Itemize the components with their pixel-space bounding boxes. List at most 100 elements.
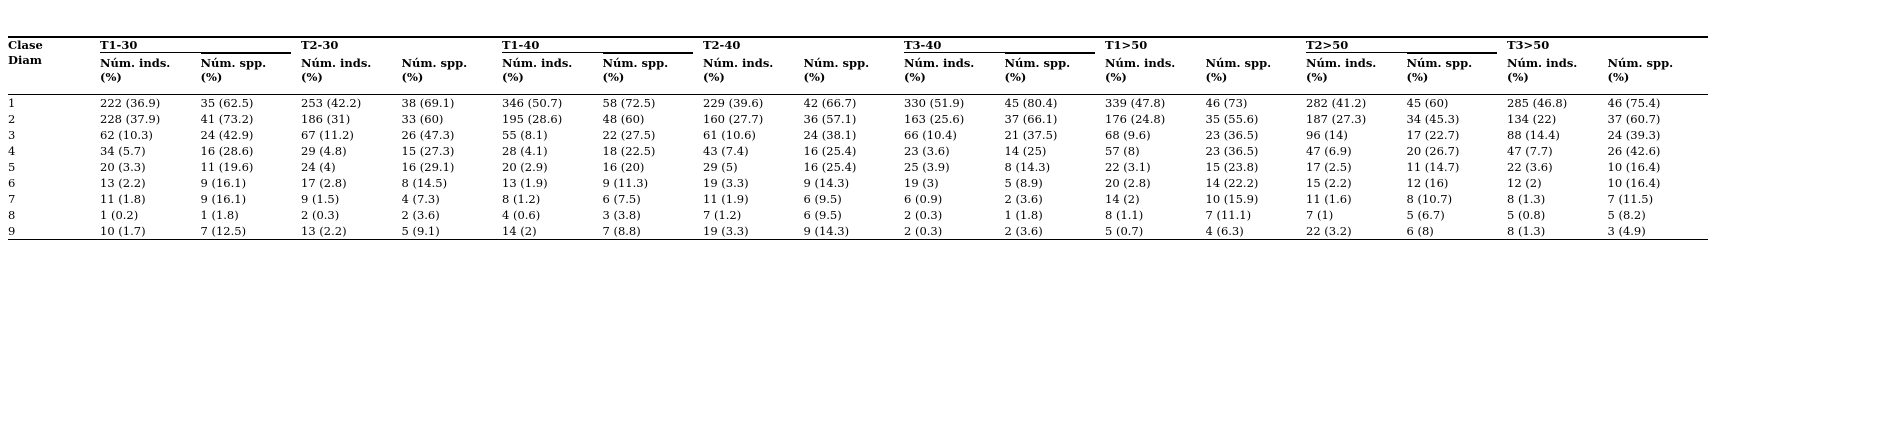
- table-cell: 22 (3.2): [1306, 223, 1407, 240]
- subheader-num-inds: Núm. inds. (%): [1306, 56, 1407, 95]
- table-cell: 5 (0.7): [1105, 223, 1206, 240]
- table-cell: 8 (1.1): [1105, 208, 1144, 222]
- table-cell: 2 (0.3): [301, 208, 340, 222]
- subheader-num-inds: Núm. inds. (%): [502, 56, 603, 95]
- subheader-num-inds: Núm. inds. (%): [1105, 56, 1206, 95]
- row-label: 5: [8, 160, 16, 174]
- subheader-num-spp: Núm. spp. (%): [200, 56, 301, 95]
- table-cell: 19 (3.3): [703, 176, 749, 190]
- table-cell: 26 (42.6): [1607, 144, 1661, 158]
- subheader-num-inds: Núm. inds. (%): [1507, 56, 1608, 95]
- subheader-num-spp: Núm. spp. (%): [602, 56, 703, 95]
- table-cell: 47 (7.7): [1507, 144, 1553, 158]
- subheader-num-inds: Núm. inds. (%): [904, 56, 1005, 95]
- table-cell: 22 (3.6): [1507, 160, 1553, 174]
- table-cell: 3 (4.9): [1607, 223, 1708, 240]
- table-cell: 13 (1.9): [502, 176, 548, 190]
- table-cell: 11 (1.9): [703, 192, 749, 206]
- table-cell: 195 (28.6): [502, 112, 563, 126]
- table-cell: 48 (60): [602, 112, 645, 126]
- row-label: 4: [8, 144, 16, 158]
- table-cell: 45 (60): [1406, 96, 1449, 110]
- table-cell: 20 (2.9): [502, 160, 548, 174]
- table-cell: 9 (14.3): [803, 223, 904, 240]
- table-cell: 8 (1.3): [1507, 192, 1546, 206]
- table-cell: 23 (36.5): [1205, 128, 1259, 142]
- table-cell: 6 (9.5): [803, 192, 842, 206]
- table-cell: 5 (9.1): [401, 223, 502, 240]
- table-cell: 25 (3.9): [904, 160, 950, 174]
- table-cell: 6 (9.5): [803, 208, 842, 222]
- table-row-clase-3: 3 62 (10.3) 24 (42.9) 67 (11.2) 26 (47.3) 55 …: [8, 127, 1708, 143]
- table-row-clase-1: 1 222 (36.9) 35 (62.5) 253 (42.2) 38 (69.1) 3…: [8, 95, 1708, 112]
- table-row-clase-9: 9 10 (1.7) 7 (12.5) 13 (2.2) 5 (9.1) 14 (2) 7 …: [8, 223, 1708, 240]
- table-cell: 24 (42.9): [200, 128, 254, 142]
- data-table: Clase Diam T1-30 T2-30 T1-40 T2-40 T3-40 T1>5…: [8, 36, 1708, 240]
- table-cell: 16 (20): [602, 160, 645, 174]
- table-cell: 24 (39.3): [1607, 128, 1661, 142]
- table-cell: 24 (38.1): [803, 128, 857, 142]
- table-cell: 7 (1.2): [703, 208, 742, 222]
- table-cell: 14 (25): [1004, 144, 1047, 158]
- table-cell: 5 (0.8): [1507, 208, 1546, 222]
- row-label: 6: [8, 176, 16, 190]
- table-cell: 20 (2.8): [1105, 176, 1151, 190]
- table-cell: 41 (73.2): [200, 112, 254, 126]
- table-cell: 1 (1.8): [200, 208, 239, 222]
- table-cell: 33 (60): [401, 112, 444, 126]
- table-cell: 14 (2): [502, 223, 603, 240]
- table-cell: 16 (28.6): [200, 144, 254, 158]
- table-cell: 28 (4.1): [502, 144, 548, 158]
- row-label: 7: [8, 192, 16, 206]
- subheader-num-spp: Núm. spp. (%): [1406, 56, 1507, 95]
- table-cell: 29 (4.8): [301, 144, 347, 158]
- table-cell: 5 (6.7): [1406, 208, 1445, 222]
- table-cell: 46 (73): [1205, 96, 1248, 110]
- table-cell: 12 (16): [1406, 176, 1449, 190]
- table-cell: 96 (14): [1306, 128, 1348, 142]
- table-cell: 57 (8): [1105, 144, 1140, 158]
- table-cell: 37 (60.7): [1607, 112, 1661, 126]
- table-cell: 67 (11.2): [301, 128, 354, 142]
- table-cell: 7 (1): [1306, 208, 1334, 222]
- table-cell: 37 (66.1): [1004, 112, 1058, 126]
- table-row-clase-4: 4 34 (5.7) 16 (28.6) 29 (4.8) 15 (27.3) 28 (4…: [8, 143, 1708, 159]
- subheader-num-spp: Núm. spp. (%): [1205, 56, 1306, 95]
- table-cell: 4 (0.6): [502, 208, 541, 222]
- table-cell: 46 (75.4): [1607, 96, 1661, 110]
- table-cell: 282 (41.2): [1306, 96, 1367, 110]
- subheader-num-spp: Núm. spp. (%): [1004, 56, 1105, 95]
- row-label: 1: [8, 96, 16, 110]
- table-cell: 9 (16.1): [200, 192, 247, 206]
- table-cell: 23 (36.5): [1205, 144, 1259, 158]
- table-cell: 8 (10.7): [1406, 192, 1453, 206]
- table-cell: 9 (11.3): [602, 176, 649, 190]
- table-cell: 58 (72.5): [602, 96, 656, 110]
- table-cell: 24 (4): [301, 160, 336, 174]
- table-cell: 339 (47.8): [1105, 96, 1166, 110]
- table-cell: 15 (23.8): [1205, 160, 1259, 174]
- table-cell: 222 (36.9): [100, 96, 161, 110]
- diameter-class-table: Clase Diam T1-30 T2-30 T1-40 T2-40 T3-40 T1>5…: [8, 36, 1708, 240]
- table-cell: 23 (3.6): [904, 144, 950, 158]
- table-cell: 22 (27.5): [602, 128, 656, 142]
- subheader-num-inds: Núm. inds. (%): [703, 56, 804, 95]
- table-cell: 36 (57.1): [803, 112, 857, 126]
- table-cell: 16 (25.4): [803, 144, 857, 158]
- table-cell: 6 (8): [1406, 223, 1507, 240]
- table-cell: 3 (3.8): [602, 208, 641, 222]
- group-header-t2-40: T2-40: [703, 36, 904, 56]
- table-cell: 22 (3.1): [1105, 160, 1151, 174]
- table-body: 1 222 (36.9) 35 (62.5) 253 (42.2) 38 (69.1) 3…: [8, 95, 1708, 240]
- table-cell: 11 (19.6): [200, 160, 254, 174]
- table-cell: 11 (14.7): [1406, 160, 1460, 174]
- subheader-num-inds: Núm. inds. (%): [100, 56, 201, 95]
- table-cell: 10 (15.9): [1205, 192, 1259, 206]
- table-cell: 4 (6.3): [1205, 223, 1306, 240]
- table-cell: 34 (45.3): [1406, 112, 1460, 126]
- table-cell: 14 (22.2): [1205, 176, 1259, 190]
- table-cell: 5 (8.2): [1607, 208, 1646, 222]
- table-cell: 19 (3): [904, 176, 939, 190]
- subheader-num-spp: Núm. spp. (%): [401, 56, 502, 95]
- table-cell: 2 (3.6): [401, 208, 440, 222]
